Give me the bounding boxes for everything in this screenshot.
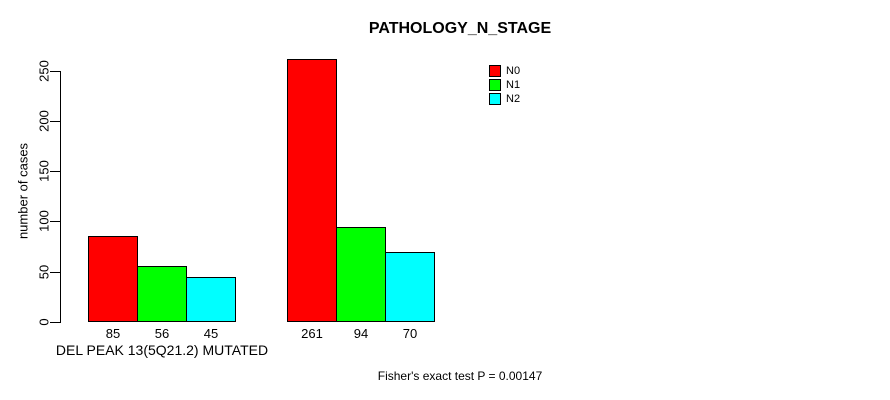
legend: N0 N1 N2 bbox=[489, 65, 520, 105]
y-axis-label: number of cases bbox=[15, 142, 31, 240]
y-axis-tick bbox=[50, 322, 61, 323]
y-axis-tick-label: 200 bbox=[36, 110, 52, 132]
y-axis-tick-label: 50 bbox=[36, 264, 52, 280]
y-axis-tick-label: 250 bbox=[36, 60, 52, 82]
bar-n0-group-1 bbox=[88, 236, 138, 322]
bar-n1-group-2 bbox=[336, 227, 386, 322]
y-axis-tick-label: 0 bbox=[36, 318, 52, 326]
legend-swatch-n2 bbox=[489, 93, 501, 105]
bar-value-label: 261 bbox=[301, 326, 323, 341]
y-axis-tick bbox=[50, 221, 61, 222]
legend-item-label: N2 bbox=[506, 93, 521, 105]
y-axis-tick-label: 100 bbox=[36, 210, 52, 232]
group-label-0: DEL PEAK 13(5Q21.2) MUTATED bbox=[55, 342, 269, 358]
y-axis-tick bbox=[50, 121, 61, 122]
y-axis-tick-label: 150 bbox=[36, 160, 52, 182]
legend-swatch-n0 bbox=[489, 65, 501, 77]
bar-n0-group-2 bbox=[287, 59, 337, 322]
y-axis-line bbox=[60, 71, 61, 323]
bar-value-label: 70 bbox=[402, 326, 418, 341]
legend-item-label: N1 bbox=[506, 79, 521, 91]
legend-swatch-n1 bbox=[489, 79, 501, 91]
y-axis-tick bbox=[50, 272, 61, 273]
bar-value-label: 56 bbox=[154, 326, 170, 341]
bar-n1-group-1 bbox=[137, 266, 187, 322]
bar-value-label: 85 bbox=[105, 326, 121, 341]
legend-item-n1: N1 bbox=[489, 79, 520, 91]
annotation-text: Fisher's exact test P = 0.00147 bbox=[377, 369, 543, 383]
bar-value-label: 94 bbox=[353, 326, 369, 341]
legend-item-n0: N0 bbox=[489, 65, 520, 77]
chart-title: PATHOLOGY_N_STAGE bbox=[368, 20, 552, 37]
bar-value-label: 45 bbox=[203, 326, 219, 341]
bar-n2-group-2 bbox=[385, 252, 435, 322]
y-axis-tick bbox=[50, 71, 61, 72]
legend-item-n2: N2 bbox=[489, 93, 520, 105]
legend-item-label: N0 bbox=[506, 65, 521, 77]
y-axis-tick bbox=[50, 171, 61, 172]
bar-n2-group-1 bbox=[186, 277, 236, 322]
